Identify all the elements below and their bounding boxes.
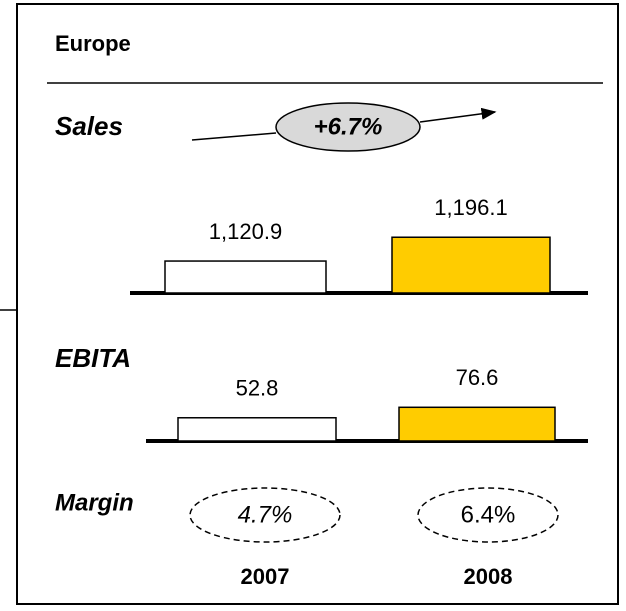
sales-title: Sales (55, 111, 123, 141)
value-label: 1,120.9 (209, 219, 282, 244)
margin-title: Margin (55, 489, 134, 516)
ebita-title: EBITA (55, 343, 131, 373)
growth-label: +6.7% (314, 113, 383, 140)
growth-arrow-head (419, 107, 497, 123)
x-tick-label: 2007 (241, 564, 290, 589)
value-label: 52.8 (236, 376, 279, 401)
growth-arrow (191, 132, 277, 141)
bar (164, 260, 327, 294)
value-label: 76.6 (456, 365, 499, 390)
bar (177, 417, 337, 442)
growth-badge (275, 102, 421, 152)
region-title: Europe (55, 31, 131, 56)
value-label: 1,196.1 (434, 195, 507, 220)
margin-value: 4.7% (238, 501, 293, 528)
bar (391, 236, 551, 294)
margin-value: 6.4% (461, 501, 516, 528)
frame (16, 3, 619, 605)
margin-badge (189, 487, 341, 543)
bar (398, 406, 556, 442)
margin-badge (417, 487, 559, 543)
x-tick-label: 2008 (464, 564, 513, 589)
